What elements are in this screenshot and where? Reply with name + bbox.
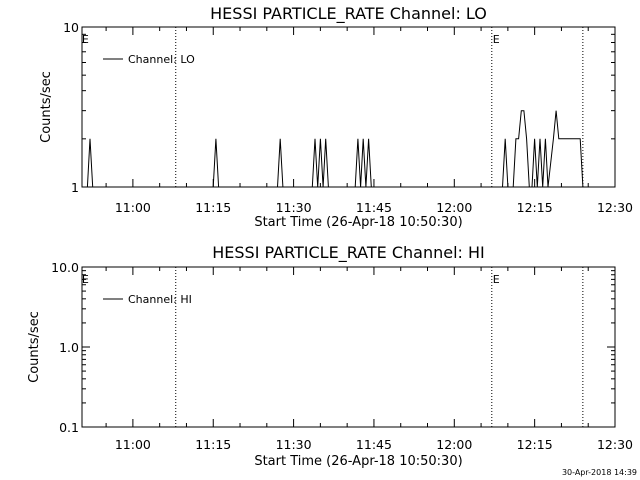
- x-axis-label: Start Time (26-Apr-18 10:50:30): [254, 215, 462, 230]
- x-tick-label: 11:30: [276, 437, 312, 452]
- x-tick-label: 11:15: [195, 437, 231, 452]
- y-tick-label: 0.1: [59, 420, 79, 435]
- chart-title: HESSI PARTICLE_RATE Channel: HI: [212, 243, 485, 263]
- y-axis-label: Counts/sec: [39, 71, 54, 143]
- y-tick-label: 1: [71, 180, 79, 195]
- x-tick-label: 12:15: [517, 437, 553, 452]
- legend-label: Channel: HI: [128, 293, 192, 306]
- chart-panel-1: HESSI PARTICLE_RATE Channel: LO 11:00 11:1…: [39, 4, 633, 230]
- x-tick-label: 11:00: [115, 200, 151, 215]
- chart-panel-2: HESSI PARTICLE_RATE Channel: HI 11:00 11:1…: [27, 243, 633, 469]
- x-tick-label: 12:00: [436, 200, 472, 215]
- x-tick-label: 12:30: [597, 200, 633, 215]
- plot-frame: [81, 266, 616, 428]
- x-axis-label: Start Time (26-Apr-18 10:50:30): [254, 454, 462, 469]
- event-marker-flag: E: [82, 33, 89, 46]
- x-tick-label: 11:45: [356, 437, 392, 452]
- y-tick-label: 10.0: [51, 260, 79, 275]
- x-tick-label: 12:00: [436, 437, 472, 452]
- footer-timestamp: 30-Apr-2018 14:39: [562, 468, 637, 477]
- event-marker-flag: E: [82, 273, 89, 286]
- legend-label: Channel: LO: [128, 53, 195, 66]
- x-tick-label: 11:15: [195, 200, 231, 215]
- x-tick-label: 12:30: [597, 437, 633, 452]
- chart-title: HESSI PARTICLE_RATE Channel: LO: [210, 4, 487, 24]
- series-line: [82, 110, 615, 188]
- event-marker-flag: E: [493, 273, 500, 286]
- x-tick-label: 11:00: [115, 437, 151, 452]
- event-marker-flag: E: [493, 33, 500, 46]
- x-tick-label: 11:30: [276, 200, 312, 215]
- x-tick-label: 11:45: [356, 200, 392, 215]
- y-tick-label: 1.0: [59, 340, 79, 355]
- y-axis-label: Counts/sec: [27, 311, 42, 383]
- x-tick-label: 12:15: [517, 200, 553, 215]
- y-tick-label: 10: [63, 20, 79, 35]
- plot-frame: [81, 26, 616, 188]
